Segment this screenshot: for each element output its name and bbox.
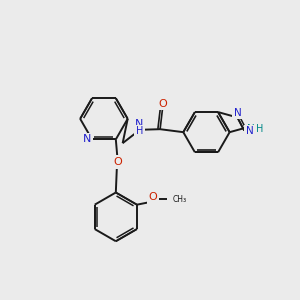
Text: N: N — [82, 134, 91, 144]
Text: N: N — [135, 119, 143, 129]
Text: N: N — [247, 124, 255, 134]
Text: CH₃: CH₃ — [172, 195, 187, 204]
Text: O: O — [113, 157, 122, 167]
Text: O: O — [158, 99, 167, 109]
Text: O: O — [148, 192, 158, 202]
Text: H: H — [256, 124, 263, 134]
Text: H: H — [136, 126, 143, 136]
Text: N: N — [234, 108, 242, 118]
Text: N: N — [246, 126, 254, 136]
